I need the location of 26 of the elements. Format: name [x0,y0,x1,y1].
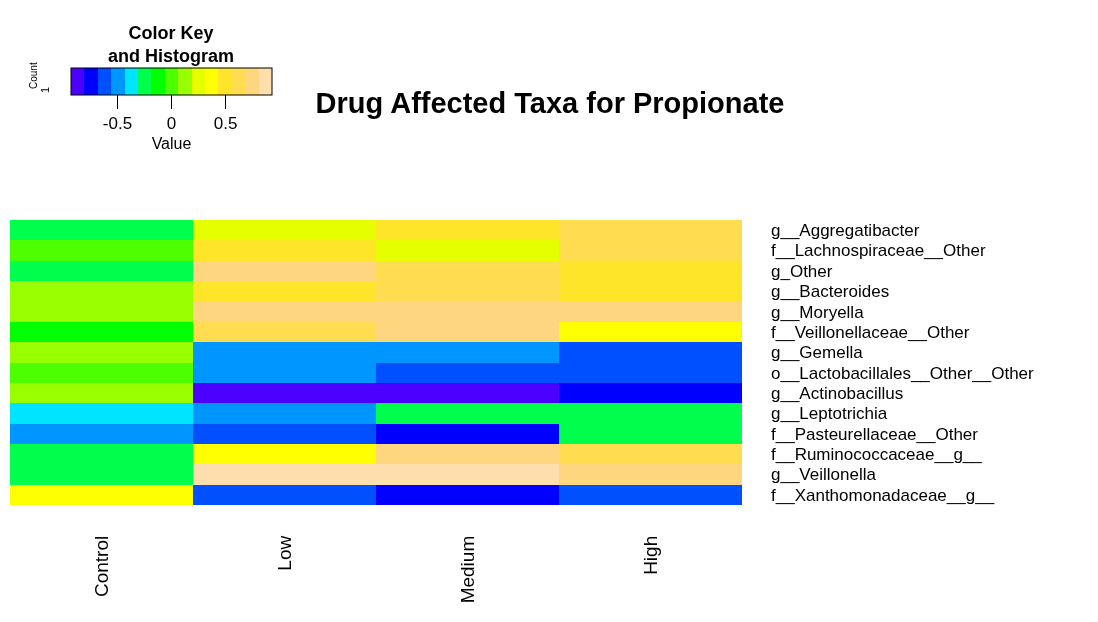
y-tick-label: f__Xanthomonadaceae__g__ [771,485,995,505]
color-bar-label: -0.5 [102,114,133,134]
text: Count [28,62,39,89]
color-bar-label: 0 [166,114,177,134]
x-tick-label: Medium [456,535,478,604]
y-tick-label: g_Other [771,261,833,281]
y-tick-label: g__Moryella [771,302,865,322]
y-tick-label: o__Lactobacillales__Other__Other [771,363,1035,383]
y-tick-label: g__Actinobacillus [771,383,904,403]
color-bar-title: Value [151,135,192,153]
x-tick-label: Control [90,535,112,598]
y-tick-label: f__Ruminococcaceae__g__ [771,445,983,465]
y-tick-label: g__Bacteroides [771,282,890,302]
y-tick-label: g__Gemella [771,343,864,363]
y-tick-label: g__Veillonella [771,465,877,485]
y-tick-label: f__Lachnospiraceae__Other [771,241,986,261]
x-tick-label: Low [273,535,295,571]
y-tick-label: f__Pasteurellaceae__Other [771,424,979,444]
text: 1 [39,86,51,93]
y-tick-label: g__Aggregatibacter [771,221,920,241]
text: Color Key and Histogram [108,23,235,67]
y-tick-label: f__Veillonellaceae__Other [771,322,970,342]
x-tick-label: High [639,535,661,575]
chart-title: Drug Affected Taxa for Propionate [315,87,785,120]
color-bar-label: 0.5 [213,114,238,134]
y-tick-label: g__Leptotrichia [771,404,888,424]
